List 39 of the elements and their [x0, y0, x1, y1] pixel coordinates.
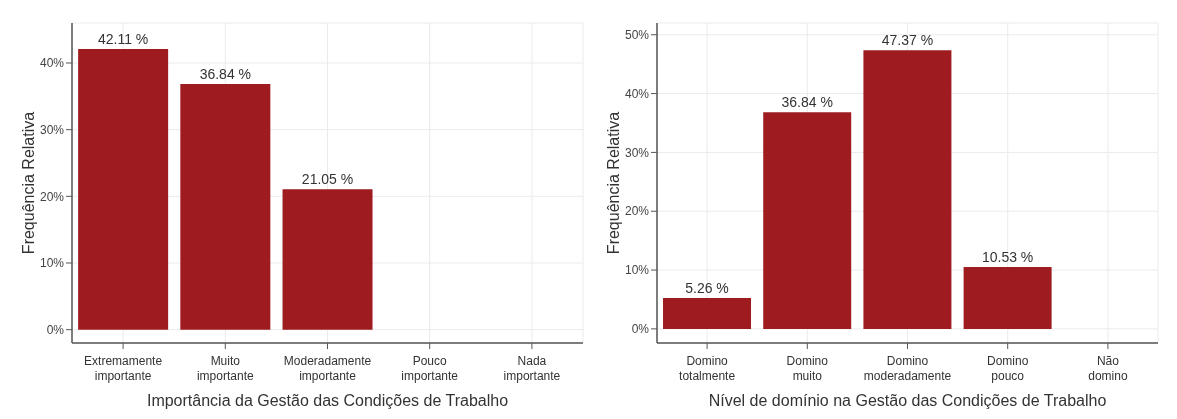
x-tick-label: Moderadamente importante	[283, 354, 372, 383]
y-tick-label: 30%	[39, 122, 65, 137]
y-tick-label: 10%	[39, 256, 65, 271]
data-label: 36.84 %	[781, 94, 833, 111]
y-tick-label: 20%	[624, 204, 650, 219]
x-tick-label: Domino moderadamente	[863, 354, 952, 383]
x-tick-label: Extremamente importante	[84, 354, 163, 383]
data-label: 21.05 %	[301, 171, 354, 188]
y-tick-label: 20%	[39, 189, 65, 204]
y-axis-title: Frequência Relativa	[19, 111, 37, 255]
data-label: 36.84 %	[199, 66, 252, 83]
data-label: 10.53 %	[981, 248, 1034, 265]
x-tick-label: Domino muito	[786, 354, 829, 383]
bar	[763, 112, 852, 329]
y-tick-label: 0%	[631, 322, 650, 337]
y-tick-label: 50%	[624, 28, 650, 43]
data-label: 47.37 %	[881, 32, 934, 49]
y-tick-label: 0%	[46, 322, 65, 337]
x-tick-label: Muito importante	[196, 354, 254, 383]
bar	[863, 50, 952, 329]
y-axis-title: Frequência Relativa	[604, 111, 622, 255]
bar	[663, 297, 752, 329]
x-tick-label: Pouco importante	[401, 354, 459, 383]
data-label: 42.11 %	[97, 30, 149, 47]
y-tick-label: 10%	[624, 263, 650, 278]
x-axis-title: Importância da Gestão das Condições de Trabalho	[146, 392, 509, 410]
bar	[963, 266, 1052, 329]
x-tick-label: Não domino	[1088, 354, 1128, 383]
x-tick-label: Domino totalmente	[679, 354, 736, 383]
y-tick-label: 30%	[624, 145, 650, 160]
y-tick-label: 40%	[624, 86, 650, 101]
x-axis-title: Nível de domínio na Gestão das Condições de Trabalho	[708, 392, 1107, 410]
data-label: 5.26 %	[685, 279, 729, 296]
bar	[78, 48, 169, 330]
bar	[282, 189, 373, 330]
x-tick-label: Domino pouco	[987, 354, 1029, 383]
bar	[180, 84, 271, 330]
y-tick-label: 40%	[39, 56, 65, 71]
x-tick-label: Nada importante	[503, 354, 561, 383]
